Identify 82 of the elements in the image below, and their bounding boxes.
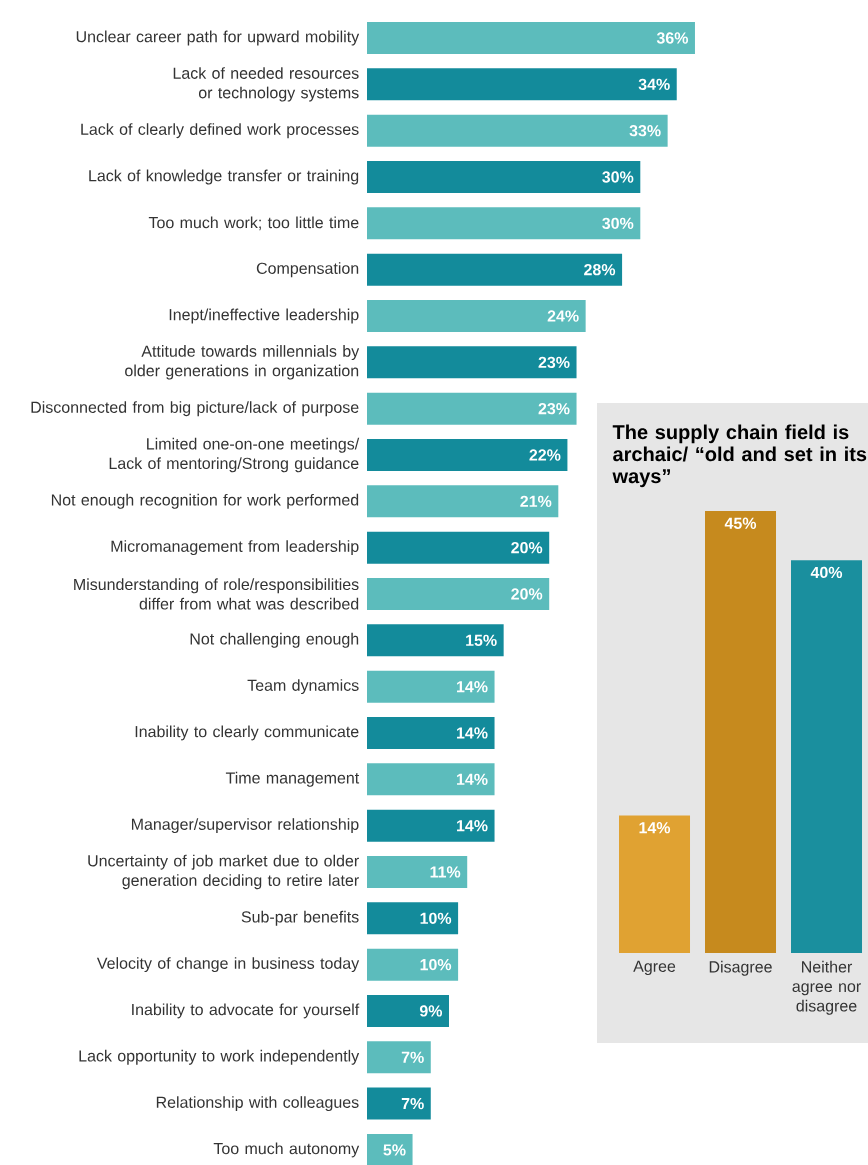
y-tick-label: Attitude towards millennials by older generations in organization [125, 345, 360, 380]
bar [367, 346, 577, 379]
bar [367, 114, 668, 147]
y-tick-label: Micromanagement from leadership [111, 540, 359, 556]
y-tick-label: Inability to advocate for yourself [132, 1003, 360, 1019]
data-label: 24% [547, 310, 579, 322]
data-label: 14% [457, 773, 488, 785]
bar [367, 392, 577, 425]
bar [367, 531, 550, 564]
data-label: 7% [401, 1097, 424, 1110]
data-label: 20% [511, 588, 543, 600]
bar [367, 253, 623, 286]
data-label: 10% [420, 958, 452, 971]
y-tick-label: Not enough recognition for work performed [51, 493, 359, 509]
chart-title: The supply chain field is archaic/ “old and set in its ways” [612, 424, 867, 488]
data-label: 14% [457, 681, 488, 693]
bar [367, 902, 459, 935]
y-tick-label: Manager/supervisor relationship [131, 818, 359, 834]
bar [367, 763, 495, 796]
data-label: 22% [529, 449, 561, 461]
y-tick-label: Misunderstanding of role/responsibilities differ from what was described [74, 578, 359, 610]
y-tick-label: Too much work; too little time [148, 216, 359, 231]
y-tick-label: Team dynamics [247, 679, 359, 695]
data-label: 23% [538, 402, 570, 415]
bar [367, 68, 677, 101]
data-label: 30% [602, 217, 634, 230]
bar [367, 716, 495, 749]
y-tick-label: Limited one-on-one meetings/ Lack of mentoring/Strong guidance [109, 437, 360, 473]
y-tick-label: Lack of clearly defined work processes [81, 123, 359, 139]
bar [367, 577, 550, 610]
y-tick-label: Sub-par benefits [241, 910, 359, 926]
data-label: 5% [383, 1144, 406, 1156]
data-label: 21% [520, 495, 552, 507]
data-label: 28% [584, 264, 616, 276]
bar [367, 1041, 431, 1074]
data-label: 14% [457, 727, 488, 739]
data-label: 23% [538, 356, 570, 369]
y-tick-label: Disconnected from big picture/lack of purpose [31, 401, 359, 417]
y-tick-label: Relationship with colleagues [156, 1096, 359, 1112]
data-label: 9% [419, 1005, 443, 1017]
bar [367, 948, 459, 981]
bar [367, 485, 559, 518]
data-label: 14% [639, 822, 671, 834]
bar [367, 1087, 431, 1120]
data-label: 40% [810, 566, 843, 579]
x-tick-label: Agree [633, 960, 676, 976]
x-tick-label: Disagree [709, 960, 772, 976]
data-label: 20% [511, 541, 543, 554]
bar [367, 22, 695, 55]
data-label: 36% [656, 32, 689, 44]
bar [367, 1133, 413, 1165]
bar [367, 855, 468, 888]
data-label: 33% [629, 125, 661, 137]
data-label: 10% [420, 912, 452, 924]
bar [367, 670, 495, 703]
data-label: 15% [466, 634, 497, 646]
bar [367, 809, 495, 842]
data-label: 11% [430, 866, 461, 878]
y-tick-label: Lack opportunity to work independently [79, 1049, 360, 1065]
bar [367, 438, 568, 471]
bar [367, 161, 641, 194]
y-tick-label: Too much autonomy [213, 1142, 360, 1158]
y-tick-label: Uncertainty of job market due to older generation deciding to retire later [88, 854, 359, 890]
bar [367, 300, 586, 332]
bar [367, 207, 641, 240]
bar [367, 624, 504, 657]
y-tick-label: Lack of needed resources or technology systems [173, 67, 359, 102]
y-tick-label: Inability to clearly communicate [135, 725, 359, 741]
y-tick-label: Lack of knowledge transfer or training [89, 169, 359, 185]
data-label: 7% [401, 1051, 424, 1063]
y-tick-label: Velocity of change in business today [96, 957, 360, 973]
y-tick-label: Unclear career path for upward mobility [76, 30, 360, 46]
y-tick-label: Compensation [256, 262, 359, 278]
y-tick-label: Inept/ineffective leadership [169, 308, 359, 324]
data-label: 30% [602, 171, 634, 183]
data-label: 14% [457, 820, 488, 832]
y-tick-label: Time management [225, 771, 360, 787]
y-tick-label: Not challenging enough [190, 632, 359, 648]
data-label: 45% [724, 517, 757, 529]
x-tick-label: Neither agree nor disagree [792, 960, 861, 1015]
data-label: 34% [638, 78, 670, 91]
bar [367, 994, 449, 1027]
